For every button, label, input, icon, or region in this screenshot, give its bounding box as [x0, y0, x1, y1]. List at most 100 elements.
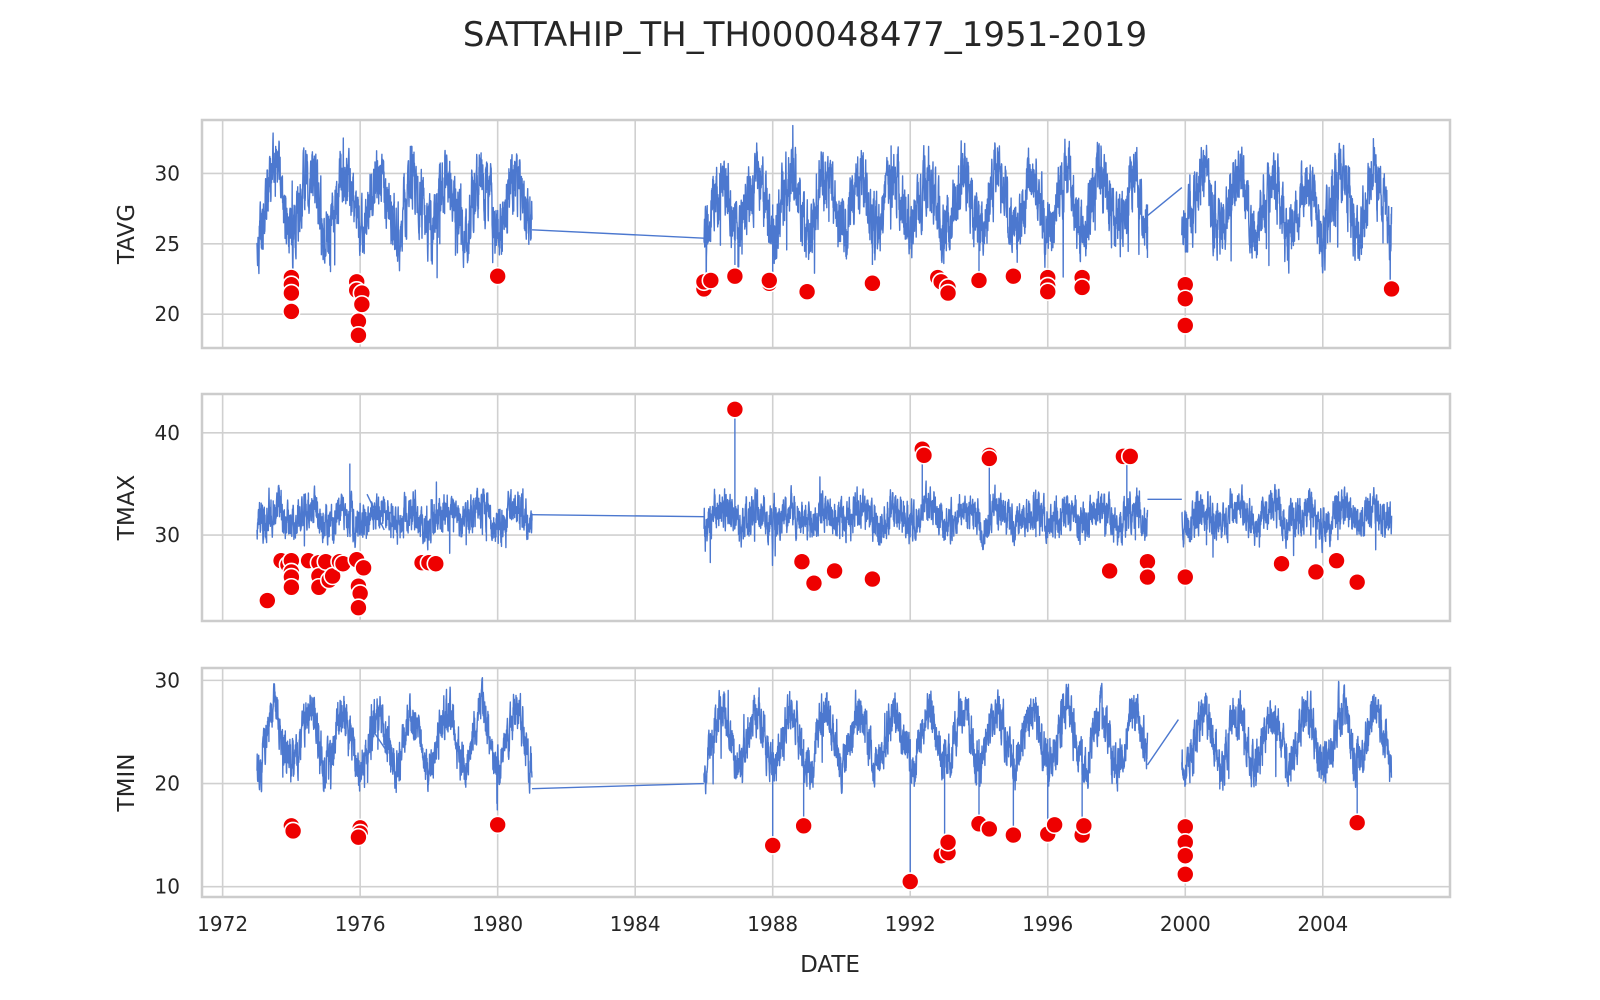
- y-tick-label: 40: [155, 421, 180, 445]
- outlier-point: [763, 836, 783, 855]
- outlier-point: [797, 282, 817, 302]
- outlier-point: [914, 446, 934, 465]
- outlier-point: [1120, 447, 1140, 466]
- outlier-point: [349, 598, 368, 618]
- outlier-point: [863, 273, 882, 293]
- gap-connector: [366, 493, 385, 531]
- gap-connector: [1146, 719, 1179, 766]
- chart-title: SATTAHIP_TH_TH000048477_1951-2019: [463, 15, 1147, 55]
- outlier-point: [1138, 552, 1157, 571]
- y-tick-label: 10: [155, 875, 180, 899]
- series-line-tavg: [390, 145, 533, 279]
- panels-group: 20 25 30 TAVG 30 40 TMAX 10 20 30 TMIN: [114, 118, 1452, 899]
- outlier-point: [352, 295, 372, 314]
- axes-frame: [200, 392, 1452, 623]
- outlier-point: [1175, 865, 1195, 884]
- axes-frame: [200, 118, 1452, 350]
- y-tick-label: 20: [155, 302, 180, 326]
- series-line-tmax: [256, 484, 392, 549]
- outlier-point: [1327, 551, 1346, 570]
- outlier-point: [282, 577, 301, 597]
- outlier-point: [1347, 572, 1367, 592]
- y-tick-label: 25: [155, 232, 180, 256]
- outlier-point: [1175, 567, 1195, 587]
- outlier-point: [488, 266, 507, 286]
- outlier-point: [794, 816, 813, 836]
- outlier-point: [938, 283, 958, 303]
- series-line-tavg: [256, 132, 392, 275]
- series-line-tmin: [390, 677, 533, 811]
- outlier-point: [488, 815, 507, 835]
- outlier-point: [1272, 554, 1291, 574]
- outlier-point: [426, 554, 446, 574]
- x-axis-ticks: 1972 1976 1980 1984 1988 1992 1996 2000 2004: [197, 912, 1348, 936]
- outlier-point: [725, 266, 745, 286]
- outlier-point: [1074, 816, 1094, 836]
- panel-tmin: 10 20 30 TMIN: [114, 666, 1452, 899]
- series-line-tmin: [703, 682, 1149, 795]
- outlier-point: [980, 449, 999, 468]
- x-tick-label: 1996: [1022, 912, 1073, 936]
- gap-connector: [532, 782, 704, 790]
- outlier-point: [1138, 567, 1157, 587]
- axes-frame: [200, 666, 1452, 899]
- y-axis-label: TAVG: [114, 204, 140, 265]
- x-tick-label: 2000: [1160, 912, 1211, 936]
- gap-connector: [532, 513, 704, 518]
- outlier-point: [282, 283, 301, 303]
- y-tick-label: 30: [155, 523, 180, 547]
- series-line-tmin: [256, 683, 392, 793]
- outlier-point: [258, 591, 277, 610]
- outlier-point: [863, 569, 882, 589]
- gap-connector: [532, 229, 704, 239]
- outlier-point: [349, 326, 368, 345]
- outlier-point: [1004, 825, 1023, 845]
- plot-area: [256, 124, 1393, 299]
- outlier-point: [725, 400, 745, 419]
- outlier-point: [1045, 815, 1064, 835]
- gap-connector: [1147, 187, 1183, 217]
- x-tick-label: 1972: [197, 912, 248, 936]
- series-line-tmin: [1181, 680, 1393, 791]
- outlier-point: [1072, 278, 1092, 297]
- x-tick-label: 1992: [885, 912, 936, 936]
- outlier-point: [1175, 846, 1195, 866]
- outlier-point: [1175, 289, 1195, 309]
- series-line-tmax: [390, 481, 533, 554]
- series-line-tmax: [703, 476, 1149, 567]
- outlier-point: [1382, 279, 1401, 299]
- plot-area: [256, 409, 1393, 567]
- x-tick-label: 1976: [335, 912, 386, 936]
- plot-area: [256, 677, 1393, 882]
- outlier-point: [349, 827, 368, 847]
- x-tick-label: 1980: [472, 912, 523, 936]
- y-tick-label: 30: [155, 668, 180, 692]
- y-tick-label: 30: [155, 161, 180, 185]
- outlier-point: [1306, 562, 1326, 582]
- outlier-point: [792, 552, 812, 571]
- y-axis-label: TMIN: [114, 754, 140, 813]
- outlier-point: [969, 271, 989, 290]
- outlier-point: [354, 558, 373, 578]
- outlier-point: [1175, 817, 1195, 837]
- outlier-point: [282, 302, 301, 321]
- x-tick-label: 1984: [610, 912, 661, 936]
- outlier-point: [804, 573, 824, 593]
- x-tick-label: 2004: [1297, 912, 1348, 936]
- gap-connector: [390, 201, 396, 216]
- series-line-tmax: [1181, 483, 1393, 558]
- outlier-point: [1100, 561, 1119, 581]
- series-line-tavg: [703, 124, 1149, 299]
- outlier-point: [1347, 813, 1367, 833]
- outlier-point: [701, 271, 721, 290]
- outlier-point: [1004, 266, 1023, 286]
- y-tick-label: 20: [155, 772, 180, 796]
- outlier-point: [938, 833, 958, 852]
- panel-tavg: 20 25 30 TAVG: [114, 118, 1452, 350]
- outlier-point: [900, 872, 920, 891]
- panel-tmax: 30 40 TMAX: [114, 392, 1452, 623]
- outlier-point: [825, 561, 844, 581]
- x-axis-label: DATE: [800, 952, 860, 978]
- x-tick-label: 1988: [747, 912, 798, 936]
